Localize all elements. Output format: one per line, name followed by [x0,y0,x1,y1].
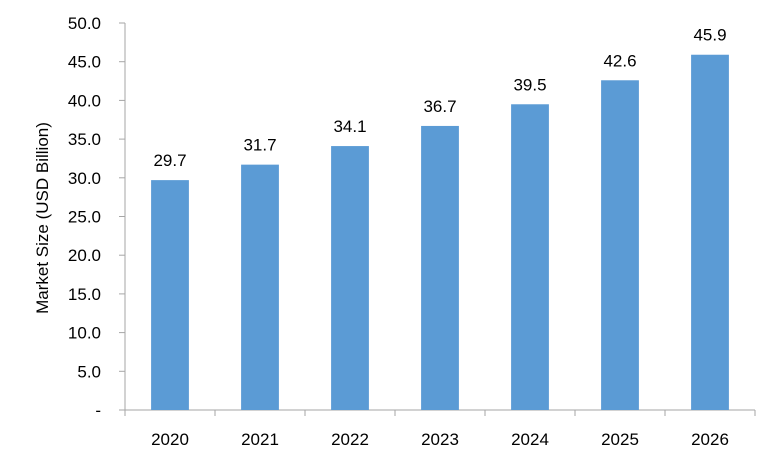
x-tick-label-2024: 2024 [511,430,549,449]
data-label-2023: 36.7 [423,97,456,116]
x-tick-label-2026: 2026 [691,430,729,449]
x-tick-label-2020: 2020 [151,430,189,449]
data-labels: 29.7 31.7 34.1 36.7 39.5 42.6 45.9 [153,26,726,170]
y-tick-label: 40.0 [68,91,101,110]
bar-2020 [151,180,189,410]
y-axis: - 5.0 10.0 15.0 20.0 25.0 30.0 35.0 40.0 45.0 50.0 [68,14,126,420]
y-tick-label: 10.0 [68,324,101,343]
y-tick-label: 30.0 [68,169,101,188]
y-tick-label: 35.0 [68,130,101,149]
y-axis-title: Market Size (USD Billion) [33,122,52,314]
data-label-2022: 34.1 [333,117,366,136]
y-tick-label: 5.0 [77,362,101,381]
bar-2023 [421,125,459,410]
data-label-2020: 29.7 [153,151,186,170]
bars [151,54,729,411]
x-tick-label-2025: 2025 [601,430,639,449]
y-tick-label: 50.0 [68,14,101,33]
x-tick-label-2021: 2021 [241,430,279,449]
data-label-2024: 39.5 [513,75,546,94]
x-axis: 2020 2021 2022 2023 2024 2025 2026 [124,409,756,449]
x-tick-label-2022: 2022 [331,430,369,449]
bar-2025 [601,80,639,410]
x-tick-label-2023: 2023 [421,430,459,449]
bar-2024 [511,104,549,411]
y-tick-label: 15.0 [68,285,101,304]
bar-2021 [241,164,279,410]
data-label-2025: 42.6 [603,51,636,70]
bar-2022 [331,146,369,411]
y-tick-label: 45.0 [68,53,101,72]
data-label-2021: 31.7 [243,136,276,155]
bar-2026 [691,54,729,410]
y-tick-label: 20.0 [68,246,101,265]
y-tick-label: - [95,401,101,420]
y-tick-label: 25.0 [68,208,101,227]
data-label-2026: 45.9 [693,26,726,45]
